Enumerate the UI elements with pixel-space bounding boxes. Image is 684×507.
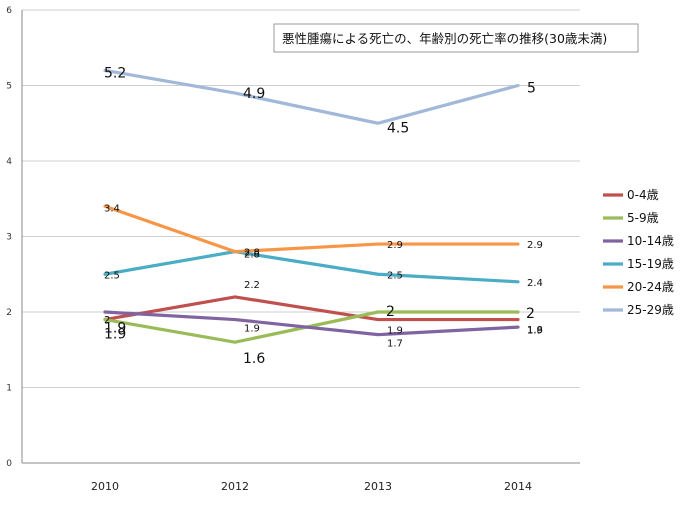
data-label: 1.8 [527,325,543,336]
legend-label: 10-14歳 [627,234,674,248]
data-label: 1.9 [104,321,126,337]
data-label: 2 [104,315,110,326]
y-tick-label: 0 [6,459,12,469]
y-axis: 0 1 2 3 4 5 6 [6,6,23,469]
legend-label: 15-19歳 [627,257,674,271]
data-label: 4.9 [243,86,265,102]
legend-label: 20-24歳 [627,280,674,294]
legend-label: 5-9歳 [627,211,659,225]
data-label: 1.6 [243,351,265,367]
data-label: 1.9 [387,326,403,337]
chart-title-box: 悪性腫瘍による死亡の、年齢別の死亡率の推移(30歳未満) [273,23,639,53]
data-label: 2 [526,306,535,322]
y-tick-label: 1 [6,384,12,394]
data-label: 3.4 [104,203,120,214]
y-tick-label: 2 [6,308,12,318]
x-tick-label: 2012 [221,480,249,493]
data-label: 2.5 [104,270,120,281]
y-tick-label: 3 [6,233,12,243]
chart-title: 悪性腫瘍による死亡の、年齢別の死亡率の推移(30歳未満) [282,31,607,46]
data-label: 2.9 [527,240,543,251]
data-label: 1.9 [527,326,543,337]
data-label: 5.2 [104,65,126,81]
legend-label: 25-29歳 [627,303,674,317]
y-tick-label: 5 [6,82,12,92]
legend: 0-4歳 5-9歳 10-14歳 15-19歳 20-24歳 25-29歳 [603,188,674,317]
x-tick-label: 2014 [504,480,532,493]
series-line-2 [103,310,520,337]
x-tick-label: 2010 [91,480,119,493]
data-label: 2.5 [387,270,403,281]
legend-label: 0-4歳 [627,188,659,202]
data-label: 2.2 [244,280,260,291]
data-label: 1.9 [244,324,260,335]
data-label: 2.9 [387,240,403,251]
data-label: 2 [386,304,395,320]
series-line-5 [103,68,520,125]
data-label: 5 [527,81,536,97]
data-label: 2.8 [244,248,260,259]
data-labels: 1.92.21.9 1.91.91.62 221.91.71.82.52.82.52… [104,65,543,367]
x-axis: 2010 2012 2013 2014 [91,480,532,493]
data-label: 2.8 [244,250,260,261]
y-tick-label: 6 [6,6,12,16]
data-label: 1.7 [387,339,403,350]
series-lines [103,68,520,344]
data-label: 1.9 [104,327,126,343]
series-line-4 [103,204,520,254]
data-label: 4.5 [387,120,409,136]
x-tick-label: 2013 [364,480,392,493]
y-tick-label: 4 [6,157,12,167]
series-line-3 [103,250,520,284]
series-line-0 [103,295,520,322]
chart-title-frame [273,23,639,53]
data-label: 2.4 [527,278,543,289]
